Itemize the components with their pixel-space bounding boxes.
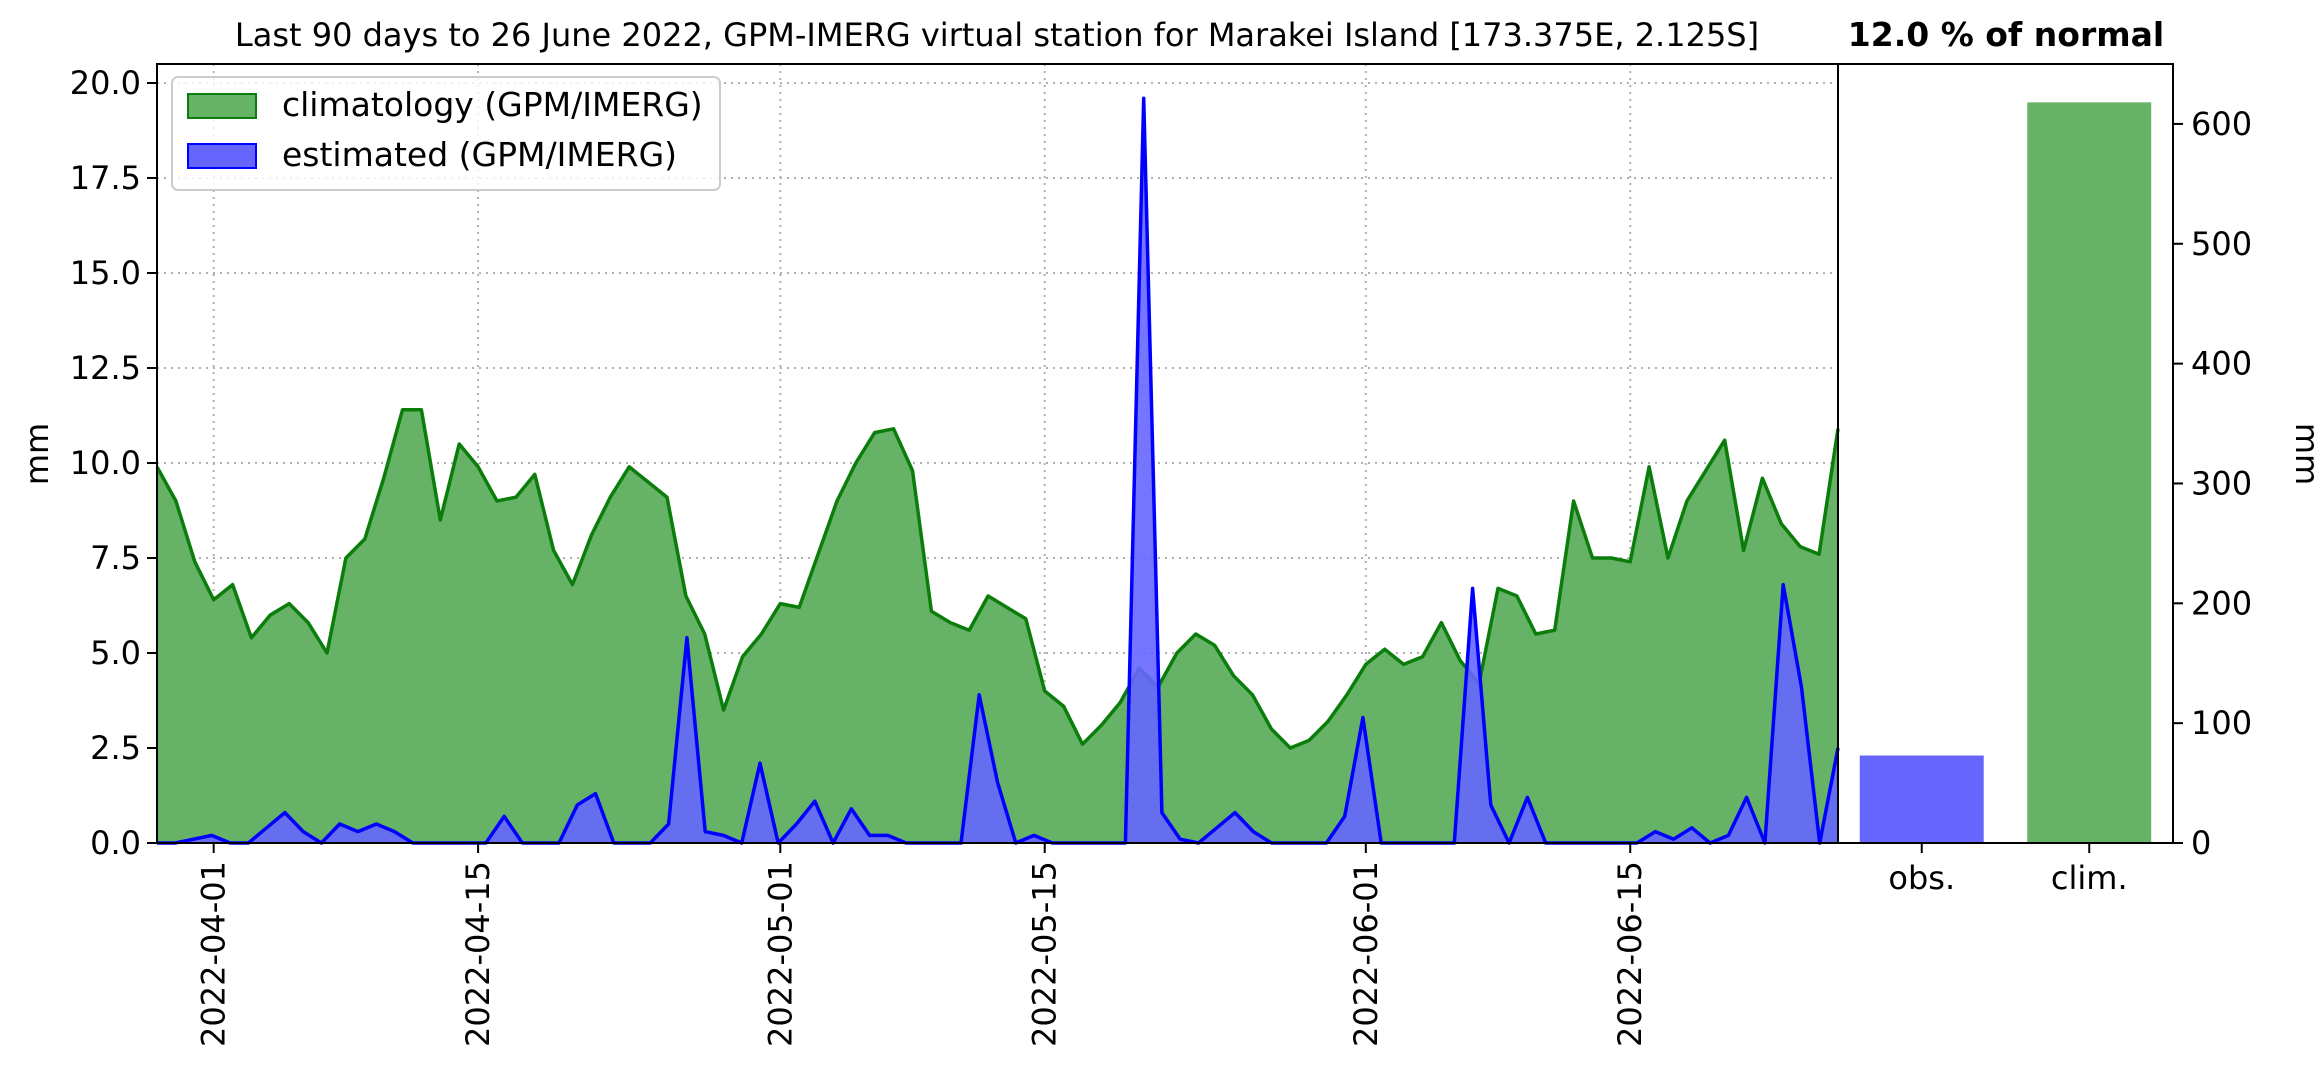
bar-category-label: obs. [1888,859,1955,897]
legend: climatology (GPM/IMERG) estimated (GPM/I… [171,76,721,191]
bar-y-tick-label: 300 [2191,464,2252,502]
bar-observed [1859,755,1984,843]
bar-y-axis-label: mm [2288,423,2321,485]
legend-swatch-estimated [187,143,257,169]
main-x-tick-label: 2022-06-01 [1347,861,1385,1047]
main-y-tick-label: 10.0 [70,444,141,482]
bar-y-ticks: 0 100 200 300 400 500 600 [2173,105,2252,862]
daily-rainfall-panel: 0.0 2.5 5.0 7.5 10.0 12.5 15.0 17.5 20.0 2022-04… [18,16,1840,1047]
main-x-tick-label: 2022-05-01 [761,861,799,1047]
bar-series [1859,102,2152,843]
main-y-axis-label: mm [18,423,56,485]
bar-y-tick-label: 0 [2191,824,2211,862]
bar-y-tick-label: 500 [2191,225,2252,263]
area-fill-climatology [157,409,1838,843]
legend-box [171,76,721,191]
main-x-tick-label: 2022-04-01 [195,861,233,1047]
bar-y-tick-label: 100 [2191,704,2252,742]
legend-swatch-climatology [187,93,257,119]
main-y-tick-label: 17.5 [70,159,141,197]
bar-y-tick-label: 600 [2191,105,2252,143]
bar-climatology [2027,102,2152,843]
main-y-tick-label: 5.0 [90,634,141,672]
main-y-tick-label: 15.0 [70,254,141,292]
bar-y-tick-label: 400 [2191,345,2252,383]
main-x-ticks: 2022-04-01 2022-04-15 2022-05-01 2022-05-15… [195,843,1649,1047]
main-y-tick-label: 0.0 [90,824,141,862]
total-rainfall-panel: 0 100 200 300 400 500 600 obs. clim. 12.0 % of … [1837,15,2321,897]
main-y-tick-label: 7.5 [90,539,141,577]
main-x-tick-label: 2022-06-15 [1611,861,1649,1047]
bar-category-label: clim. [2051,859,2128,897]
main-chart-title: Last 90 days to 26 June 2022, GPM-IMERG … [235,16,1759,54]
bar-plot-frame [1837,63,2174,844]
main-x-tick-label: 2022-04-15 [459,861,497,1047]
legend-label-climatology: climatology (GPM/IMERG) [282,85,703,124]
main-y-tick-label: 2.5 [90,729,141,767]
percent-of-normal-title: 12.0 % of normal [1848,15,2164,54]
area-line-climatology [155,408,1840,750]
main-x-tick-label: 2022-05-15 [1026,861,1064,1047]
legend-label-estimated: estimated (GPM/IMERG) [282,135,677,174]
bar-x-ticks: obs. clim. [1888,843,2128,897]
main-y-tick-label: 12.5 [70,349,141,387]
bar-y-tick-label: 200 [2191,584,2252,622]
main-y-ticks: 0.0 2.5 5.0 7.5 10.0 12.5 15.0 17.5 20.0 [70,64,157,862]
main-y-tick-label: 20.0 [70,64,141,102]
